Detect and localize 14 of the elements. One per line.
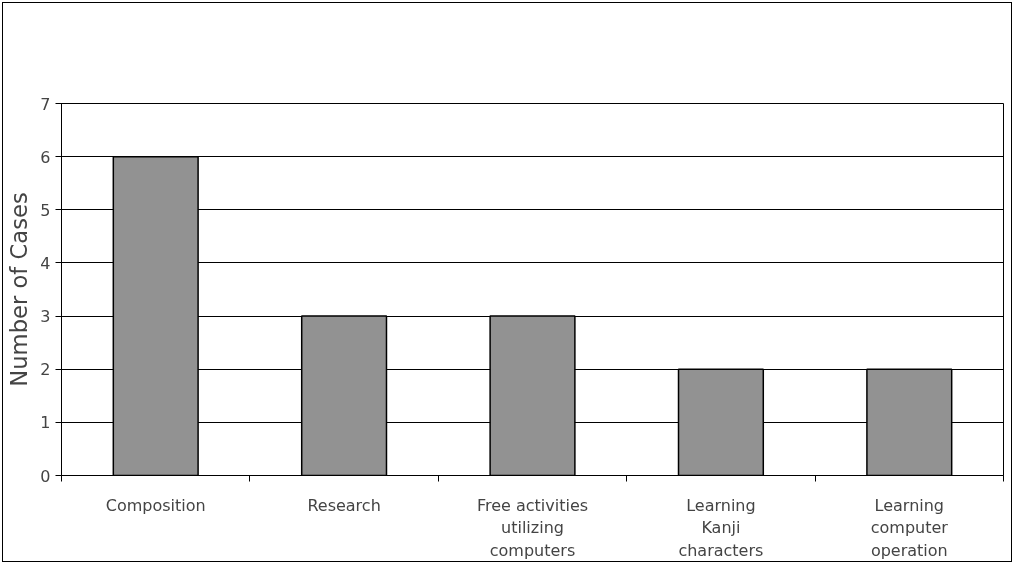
x-tick-label: Learning computer operation — [870, 495, 949, 561]
y-tick-label: 0 — [40, 466, 51, 486]
y-tick-label: 2 — [40, 360, 51, 380]
y-tick-label: 4 — [40, 253, 51, 273]
y-tick-label: 6 — [40, 147, 51, 167]
y-tick-label: 1 — [40, 413, 51, 433]
y-tick-label: 5 — [40, 200, 51, 220]
y-tick-label: 7 — [40, 94, 51, 114]
y-axis-title: Number of Cases — [6, 192, 33, 387]
x-tick-label: Composition — [105, 495, 206, 515]
x-tick-label: Research — [307, 495, 381, 515]
x-tick-label: Learning Kanji characters — [678, 495, 764, 561]
y-tick-label: 3 — [40, 307, 51, 327]
x-tick-label: Free activities utilizing computers — [476, 495, 589, 561]
